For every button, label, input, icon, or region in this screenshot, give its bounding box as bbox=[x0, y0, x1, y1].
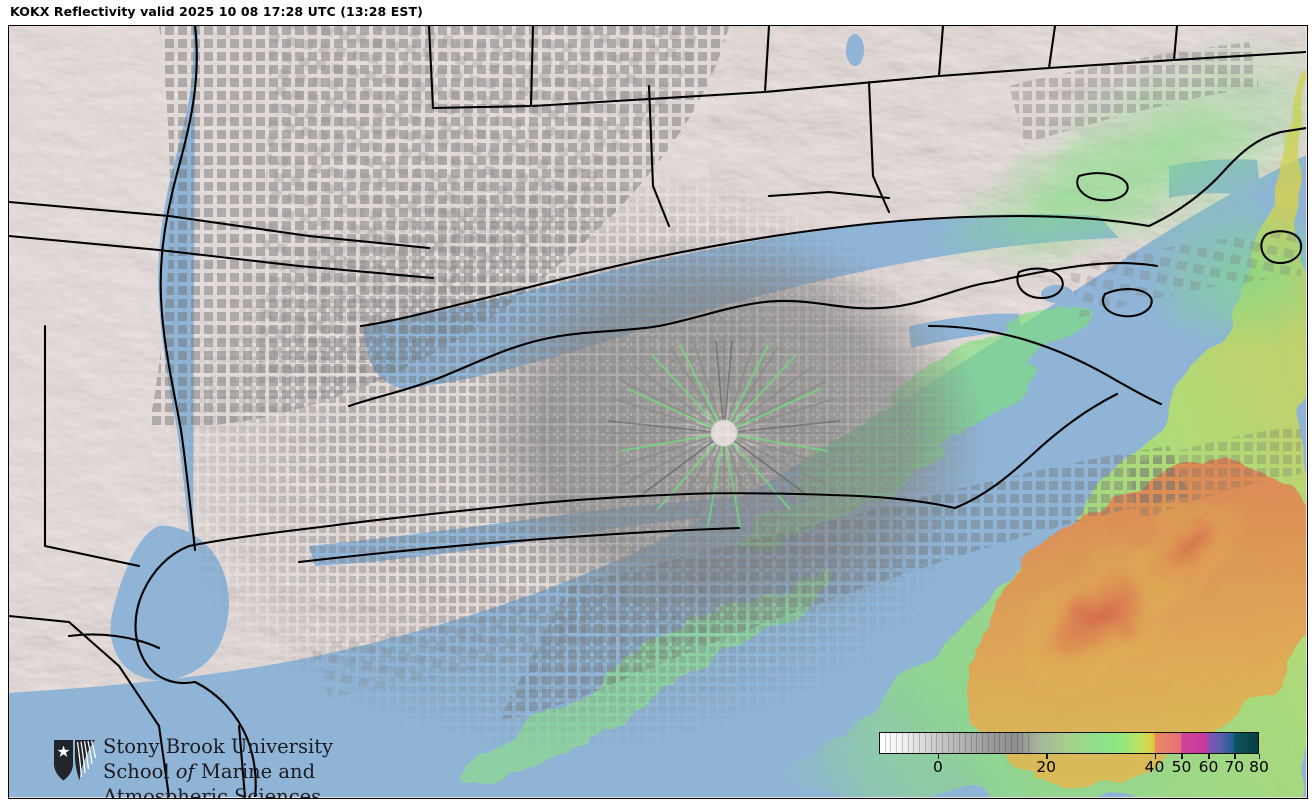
colorbar-tick-label: 60 bbox=[1198, 758, 1219, 776]
coast-nj-shore bbox=[193, 680, 257, 797]
colorbar-tick-label: 50 bbox=[1171, 758, 1192, 776]
island-2 bbox=[1101, 288, 1153, 318]
colorbar-band-divider bbox=[901, 733, 903, 753]
colorbar-band-divider bbox=[936, 733, 937, 753]
colorbar-tick-label: 80 bbox=[1249, 758, 1269, 776]
colorbar-tick bbox=[1208, 754, 1210, 759]
border-county-2 bbox=[9, 234, 435, 280]
colorbar-band-divider bbox=[993, 733, 995, 753]
logo-line-1: Stony Brook University bbox=[103, 735, 334, 758]
logo-line-2: School of Marine and bbox=[103, 759, 343, 784]
colorbar-tick bbox=[1046, 754, 1048, 759]
colorbar-band-divider bbox=[964, 733, 966, 753]
island-block bbox=[1260, 230, 1303, 264]
colorbar-band-divider bbox=[947, 733, 949, 753]
radar-map-panel[interactable]: 0 20 40 50 60 70 80 bbox=[8, 25, 1308, 799]
colorbar-band-divider bbox=[924, 733, 926, 753]
header-bar: KOKX Reflectivity valid 2025 10 08 17:28… bbox=[0, 0, 1316, 25]
clutter-streaks-east bbox=[1009, 42, 1301, 522]
colorbar-tick-label: 70 bbox=[1224, 758, 1245, 776]
colorbar-band-divider bbox=[1005, 733, 1006, 753]
colorbar-band-divider bbox=[953, 733, 955, 753]
colorbar-band-divider bbox=[1022, 733, 1024, 753]
colorbar-tick bbox=[1234, 754, 1236, 759]
colorbar-band-divider bbox=[970, 733, 972, 753]
radar-radial-spikes bbox=[606, 340, 842, 528]
island-1 bbox=[1016, 267, 1064, 300]
colorbar-band-divider bbox=[976, 733, 978, 753]
colorbar-band-divider bbox=[890, 733, 891, 753]
map-svg bbox=[9, 26, 1306, 797]
border-nj-2 bbox=[237, 724, 247, 797]
coast-ct-south bbox=[359, 214, 1151, 328]
border-ct-2 bbox=[867, 80, 891, 214]
colorbar-tick bbox=[937, 754, 940, 759]
colorbar-band-divider bbox=[987, 733, 989, 753]
colorbar-tick bbox=[1181, 754, 1183, 759]
colorbar-band-divider bbox=[1028, 733, 1029, 753]
radar-site-cone-of-silence bbox=[710, 419, 738, 447]
clutter-scattered-se bbox=[309, 446, 1189, 720]
coast-li-north-fork bbox=[991, 261, 1159, 284]
coastlines-and-borders bbox=[9, 26, 1306, 797]
border-state-6 bbox=[1172, 50, 1306, 62]
coast-li-north bbox=[347, 280, 995, 408]
coast-ri bbox=[1147, 126, 1306, 228]
water-lake-1 bbox=[846, 34, 864, 66]
coast-nj-north bbox=[67, 633, 161, 650]
map-canvas: 0 20 40 50 60 70 80 bbox=[9, 26, 1307, 798]
coast-li-south-fork bbox=[927, 324, 1163, 406]
colorbar-band-divider bbox=[1010, 733, 1012, 753]
colorbar-band-divider bbox=[896, 733, 897, 753]
colorbar-gradient bbox=[879, 732, 1259, 754]
coast-li-south-east bbox=[953, 392, 1119, 510]
colorbar-band-divider bbox=[999, 733, 1001, 753]
shield-icon bbox=[54, 740, 97, 781]
coast-li-south bbox=[187, 492, 957, 548]
colorbar-band-divider bbox=[959, 733, 960, 753]
logo-text: Stony Brook University School of Marine … bbox=[103, 734, 343, 798]
border-ct-1 bbox=[647, 84, 671, 228]
colorbar-band-divider bbox=[982, 733, 983, 753]
border-state-1 bbox=[427, 26, 535, 110]
logo-line-2-of: of bbox=[175, 760, 195, 783]
colorbar-tick bbox=[1259, 754, 1261, 759]
colorbar-tick-label: 0 bbox=[932, 758, 943, 776]
coast-barrier-island bbox=[297, 526, 741, 564]
colorbar-band-divider bbox=[941, 733, 943, 753]
border-nj-1 bbox=[9, 614, 171, 797]
island-3 bbox=[1076, 172, 1129, 202]
colorbar-tick-label: 20 bbox=[1036, 758, 1057, 776]
logo-line-3: Atmospheric Sciences bbox=[103, 785, 322, 798]
colorbar-band-divider bbox=[913, 733, 914, 753]
colorbar-band-divider bbox=[1016, 733, 1018, 753]
stony-brook-logo: Stony Brook University School of Marine … bbox=[51, 734, 333, 798]
colorbar-band-divider bbox=[884, 733, 886, 753]
colorbar: 0 20 40 50 60 70 80 bbox=[871, 732, 1291, 790]
border-county-1 bbox=[9, 200, 431, 250]
colorbar-band-divider bbox=[907, 733, 909, 753]
colorbar-band-divider bbox=[930, 733, 932, 753]
border-hudson bbox=[159, 26, 198, 552]
border-county-3 bbox=[43, 324, 141, 568]
coast-nyc-harbor bbox=[134, 544, 197, 684]
colorbar-tick-label: 40 bbox=[1144, 758, 1165, 776]
colorbar-band-divider bbox=[919, 733, 920, 753]
page-title: KOKX Reflectivity valid 2025 10 08 17:28… bbox=[10, 4, 423, 19]
logo-line-2-c: Marine and bbox=[194, 760, 316, 783]
logo-line-2-a: School bbox=[103, 760, 176, 783]
border-misc-1 bbox=[767, 190, 891, 200]
colorbar-tick bbox=[1154, 754, 1156, 759]
